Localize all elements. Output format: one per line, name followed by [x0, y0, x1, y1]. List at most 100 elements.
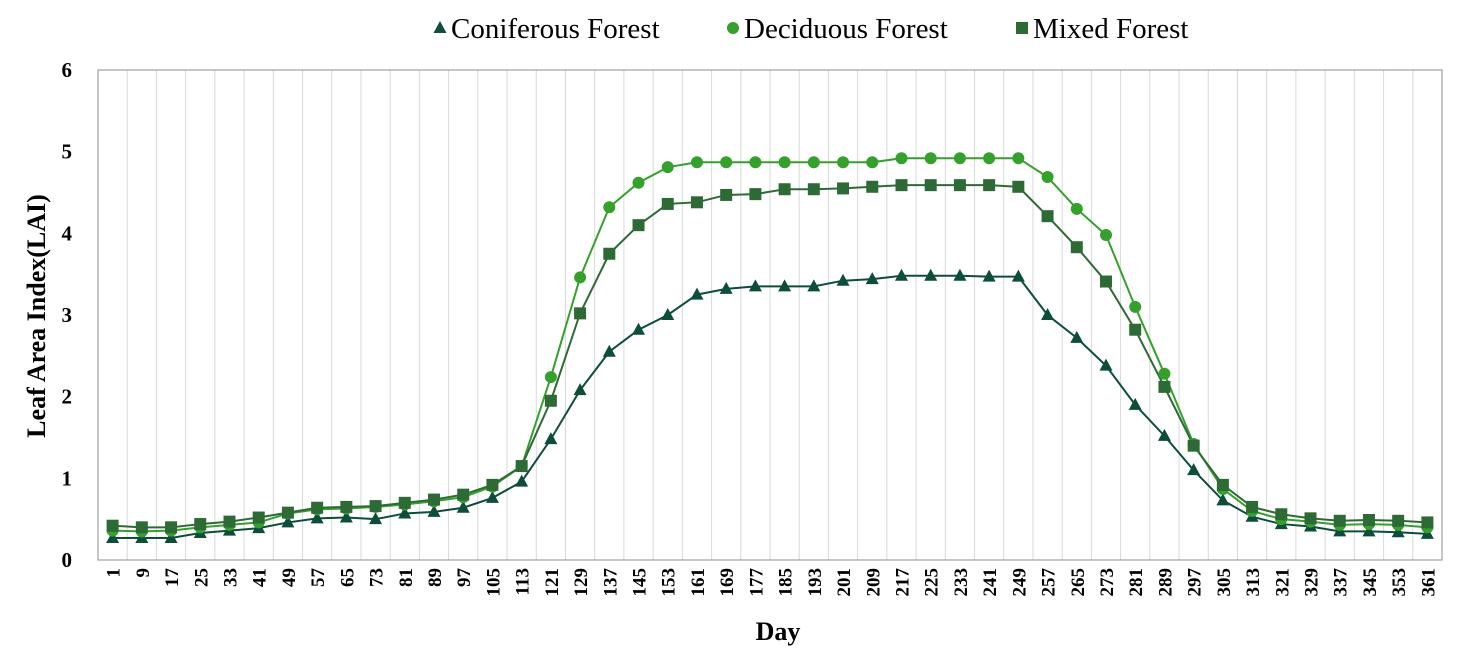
- x-tick-label: 305: [1214, 568, 1235, 597]
- x-tick-label: 105: [483, 568, 504, 597]
- x-tick-label: 97: [454, 568, 475, 588]
- point-deciduous-forest: [1070, 202, 1083, 215]
- x-tick-label: 329: [1302, 568, 1323, 597]
- point-mixed-forest: [223, 515, 236, 528]
- point-mixed-forest: [1158, 380, 1171, 393]
- point-mixed-forest: [1392, 514, 1405, 527]
- point-coniferous-forest: [836, 273, 850, 286]
- x-tick-label: 57: [308, 568, 329, 588]
- x-tick-label: 345: [1360, 568, 1381, 597]
- legend-label-coniferous-forest: Coniferous Forest: [451, 13, 660, 45]
- x-tick-label: 81: [396, 568, 417, 587]
- point-coniferous-forest: [894, 268, 908, 281]
- x-tick-label: 153: [659, 568, 680, 597]
- x-tick-label: 185: [776, 568, 797, 597]
- point-mixed-forest: [1246, 500, 1259, 513]
- x-tick-label: 161: [688, 568, 709, 597]
- point-mixed-forest: [1070, 241, 1083, 254]
- point-mixed-forest: [661, 197, 674, 210]
- point-mixed-forest: [866, 180, 879, 193]
- point-coniferous-forest: [544, 432, 558, 445]
- point-coniferous-forest: [982, 269, 996, 282]
- legend-marker-mixed-forest: [1016, 22, 1028, 34]
- point-deciduous-forest: [749, 156, 762, 169]
- point-mixed-forest: [1012, 180, 1025, 193]
- x-tick-label: 169: [717, 568, 738, 597]
- point-coniferous-forest: [748, 279, 762, 292]
- x-tick-label: 209: [863, 568, 884, 597]
- point-coniferous-forest: [778, 279, 792, 292]
- series-line-mixed-forest: [112, 184, 1428, 529]
- point-coniferous-forest: [807, 279, 821, 292]
- x-tick-label: 241: [980, 568, 1001, 597]
- point-mixed-forest: [194, 518, 207, 531]
- point-deciduous-forest: [544, 371, 557, 384]
- point-mixed-forest: [457, 488, 470, 501]
- point-deciduous-forest: [983, 152, 996, 165]
- x-tick-label: 321: [1272, 568, 1293, 597]
- point-mixed-forest: [106, 519, 119, 532]
- point-mixed-forest: [428, 493, 440, 506]
- point-mixed-forest: [1275, 508, 1288, 521]
- point-mixed-forest: [953, 179, 966, 192]
- point-coniferous-forest: [1187, 463, 1201, 476]
- point-coniferous-forest: [1362, 524, 1376, 537]
- x-tick-label: 273: [1097, 568, 1118, 597]
- x-tick-label: 17: [162, 568, 183, 588]
- point-deciduous-forest: [632, 176, 645, 189]
- point-deciduous-forest: [895, 152, 908, 165]
- point-mixed-forest: [1333, 514, 1346, 527]
- point-deciduous-forest: [1129, 300, 1142, 313]
- point-deciduous-forest: [924, 152, 937, 165]
- point-deciduous-forest: [661, 161, 674, 174]
- point-mixed-forest: [544, 394, 557, 407]
- x-tick-label: 233: [951, 568, 972, 597]
- point-deciduous-forest: [1100, 228, 1112, 241]
- x-tick-label: 129: [571, 568, 592, 597]
- point-mixed-forest: [1421, 516, 1434, 529]
- point-mixed-forest: [1129, 323, 1142, 336]
- x-tick-label: 1: [104, 568, 125, 578]
- x-tick-label: 193: [805, 568, 826, 597]
- legend-marker-deciduous-forest: [727, 22, 739, 34]
- point-coniferous-forest: [164, 530, 178, 543]
- point-mixed-forest: [486, 478, 499, 491]
- point-deciduous-forest: [1041, 170, 1054, 183]
- x-tick-label: 25: [191, 568, 212, 587]
- x-tick-label: 145: [630, 568, 651, 597]
- point-coniferous-forest: [632, 322, 646, 335]
- x-tick-label: 289: [1155, 568, 1176, 597]
- point-mixed-forest: [603, 247, 616, 260]
- x-tick-label: 89: [425, 568, 446, 587]
- point-mixed-forest: [165, 521, 178, 534]
- point-mixed-forest: [983, 179, 996, 192]
- legend-marker-coniferous-forest: [433, 21, 447, 33]
- point-coniferous-forest: [865, 272, 879, 285]
- point-mixed-forest: [369, 500, 382, 513]
- point-coniferous-forest: [690, 287, 704, 300]
- point-coniferous-forest: [369, 512, 383, 525]
- x-tick-label: 177: [746, 568, 767, 597]
- point-mixed-forest: [632, 219, 645, 232]
- y-tick-label: 1: [62, 466, 73, 490]
- y-axis: 0 1 2 3 4 5 6: [62, 58, 73, 572]
- y-tick-label: 5: [62, 140, 73, 164]
- point-mixed-forest: [1100, 275, 1112, 288]
- point-mixed-forest: [398, 496, 411, 509]
- x-tick-label: 281: [1126, 568, 1147, 597]
- point-coniferous-forest: [1128, 397, 1142, 410]
- point-mixed-forest: [807, 183, 820, 196]
- point-coniferous-forest: [1011, 269, 1025, 282]
- point-mixed-forest: [1187, 439, 1200, 452]
- point-coniferous-forest: [573, 383, 587, 396]
- point-coniferous-forest: [1099, 358, 1113, 371]
- point-mixed-forest: [1041, 210, 1054, 223]
- point-coniferous-forest: [719, 281, 733, 294]
- x-tick-label: 313: [1243, 568, 1264, 597]
- point-mixed-forest: [690, 196, 703, 209]
- point-deciduous-forest: [1158, 367, 1171, 380]
- y-tick-label: 2: [62, 385, 73, 409]
- point-mixed-forest: [924, 179, 937, 192]
- x-tick-label: 73: [367, 568, 388, 587]
